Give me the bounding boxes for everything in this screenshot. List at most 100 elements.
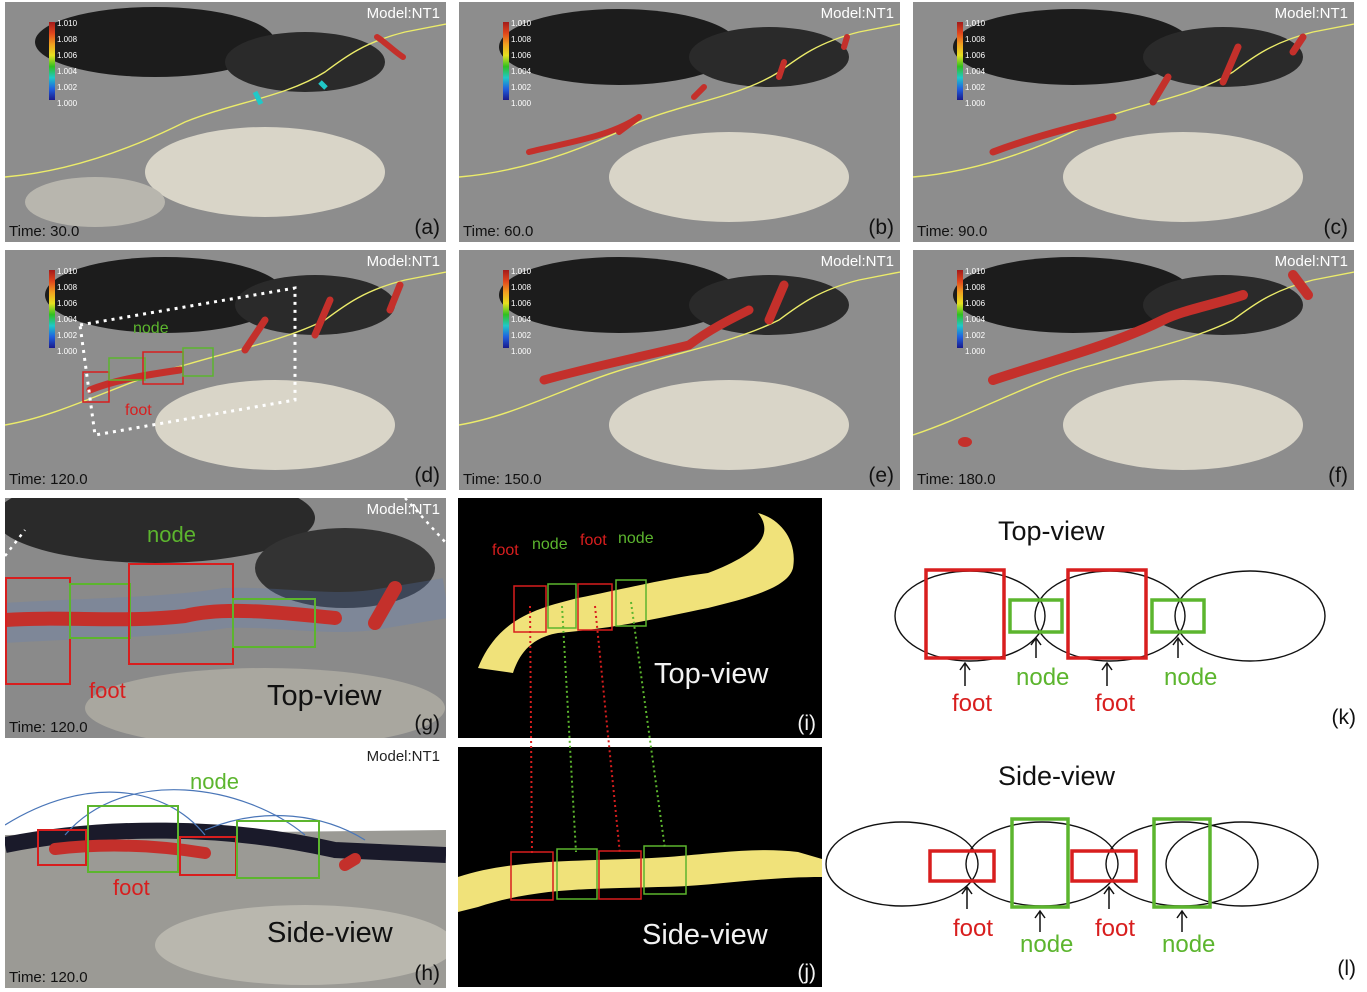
- foot-label: foot: [89, 678, 126, 703]
- time-label: Time: 120.0: [9, 969, 88, 986]
- panel-label: (l): [1337, 957, 1356, 980]
- panel-b-image: [459, 2, 900, 242]
- foot-label: foot: [953, 915, 994, 942]
- colorbar: [49, 270, 55, 348]
- colorbar-tick: 1.000: [57, 347, 78, 356]
- panel-k-schematic: [894, 568, 1326, 686]
- panel-d: node foot Model:NT1 Time: 120.0 (d) 1.01…: [5, 250, 446, 490]
- colorbar: [503, 22, 509, 100]
- panel-f-image: [913, 250, 1354, 490]
- panel-k: Top-view foot node foot node (k): [830, 498, 1362, 738]
- panel-label: (e): [868, 464, 894, 487]
- panel-label: (a): [414, 216, 440, 239]
- colorbar-tick: 1.004: [57, 315, 78, 324]
- panel-label: (j): [797, 961, 816, 984]
- panel-e-image: [459, 250, 900, 490]
- view-label: Top-view: [267, 680, 382, 712]
- model-label: Model:NT1: [366, 5, 440, 22]
- colorbar-tick: 1.008: [511, 35, 532, 44]
- node-label: node: [1164, 664, 1218, 691]
- panel-f: Model:NT1 Time: 180.0 (f) 1.010 1.008 1.00…: [913, 250, 1354, 490]
- colorbar-tick: 1.000: [965, 99, 986, 108]
- panel-e: Model:NT1 Time: 150.0 (e) 1.010 1.008 1.00…: [459, 250, 900, 490]
- colorbar-tick: 1.006: [57, 299, 78, 308]
- panel-label: (i): [797, 712, 816, 735]
- panel-label: (f): [1328, 464, 1348, 487]
- schematic-title: Top-view: [998, 516, 1105, 546]
- panel-label: (c): [1323, 216, 1349, 239]
- view-label: Top-view: [654, 658, 769, 690]
- colorbar-tick: 1.002: [965, 83, 986, 92]
- time-label: Time: 90.0: [917, 223, 988, 240]
- colorbar: [503, 270, 509, 348]
- model-label: Model:NT1: [820, 5, 894, 22]
- colorbar-tick: 1.000: [511, 347, 532, 356]
- panel-label: (b): [868, 216, 894, 239]
- panel-b: Model:NT1 Time: 60.0 (b) 1.010 1.008 1.006…: [459, 2, 900, 242]
- node-label: node: [1016, 664, 1070, 691]
- time-label: Time: 120.0: [9, 719, 88, 736]
- colorbar-ticks: 1.010 1.008 1.006 1.004 1.002 1.000: [511, 264, 531, 360]
- panel-label: (d): [414, 464, 440, 487]
- schematic-title: Side-view: [998, 761, 1116, 791]
- panel-a: Model:NT1 Time: 30.0 (a) 1.010 1.008 1.006…: [5, 2, 446, 242]
- colorbar-tick: 1.010: [965, 267, 986, 276]
- panel-c-image: [913, 2, 1354, 242]
- panel-g-image: [5, 498, 446, 738]
- colorbar-tick: 1.006: [511, 51, 532, 60]
- model-label: Model:NT1: [1274, 253, 1348, 270]
- colorbar-tick: 1.008: [965, 283, 986, 292]
- panel-i-image: [458, 498, 822, 738]
- model-label: Model:NT1: [820, 253, 894, 270]
- node-label: node: [190, 769, 239, 794]
- colorbar-tick: 1.004: [511, 67, 532, 76]
- foot-label: foot: [1095, 690, 1136, 717]
- colorbar-tick: 1.004: [965, 67, 986, 76]
- colorbar-ticks: 1.010 1.008 1.006 1.004 1.002 1.000: [57, 16, 77, 112]
- colorbar-tick: 1.006: [57, 51, 78, 60]
- colorbar-ticks: 1.010 1.008 1.006 1.004 1.002 1.000: [57, 264, 77, 360]
- foot-label: foot: [1095, 915, 1136, 942]
- foot-label: foot: [113, 875, 150, 900]
- colorbar-tick: 1.000: [57, 99, 78, 108]
- colorbar-tick: 1.008: [57, 35, 78, 44]
- panel-label: (k): [1331, 706, 1357, 729]
- colorbar-tick: 1.010: [57, 267, 78, 276]
- node-label: node: [532, 536, 568, 553]
- colorbar-tick: 1.004: [57, 67, 78, 76]
- node-label: node: [618, 530, 654, 547]
- colorbar-tick: 1.010: [965, 19, 986, 28]
- colorbar-tick: 1.000: [511, 99, 532, 108]
- foot-label: foot: [125, 402, 152, 419]
- node-label: node: [133, 320, 169, 337]
- model-label: Model:NT1: [366, 253, 440, 270]
- colorbar-tick: 1.002: [57, 331, 78, 340]
- view-label: Side-view: [267, 917, 393, 949]
- colorbar-tick: 1.008: [57, 283, 78, 292]
- foot-label: foot: [580, 532, 607, 549]
- panel-label: (g): [414, 712, 440, 735]
- panel-a-image: [5, 2, 446, 242]
- colorbar: [957, 270, 963, 348]
- time-label: Time: 60.0: [463, 223, 534, 240]
- colorbar-tick: 1.002: [511, 331, 532, 340]
- colorbar: [957, 22, 963, 100]
- colorbar-tick: 1.010: [57, 19, 78, 28]
- colorbar-tick: 1.010: [511, 267, 532, 276]
- time-label: Time: 120.0: [9, 471, 88, 488]
- node-label: node: [147, 522, 196, 547]
- panel-c: Model:NT1 Time: 90.0 (c) 1.010 1.008 1.006…: [913, 2, 1354, 242]
- colorbar: [49, 22, 55, 100]
- colorbar-tick: 1.008: [965, 35, 986, 44]
- panel-g: node foot Top-view Model:NT1 Time: 120.0…: [5, 498, 446, 738]
- colorbar-tick: 1.004: [511, 315, 532, 324]
- panel-i: foot node foot node Top-view (i): [458, 498, 822, 738]
- model-label: Model:NT1: [1274, 5, 1348, 22]
- colorbar-tick: 1.002: [965, 331, 986, 340]
- colorbar-tick: 1.006: [965, 51, 986, 60]
- panel-d-image: [5, 250, 446, 490]
- colorbar-ticks: 1.010 1.008 1.006 1.004 1.002 1.000: [965, 264, 985, 360]
- panel-h-image: [5, 745, 446, 988]
- colorbar-ticks: 1.010 1.008 1.006 1.004 1.002 1.000: [965, 16, 985, 112]
- node-label: node: [1020, 931, 1074, 958]
